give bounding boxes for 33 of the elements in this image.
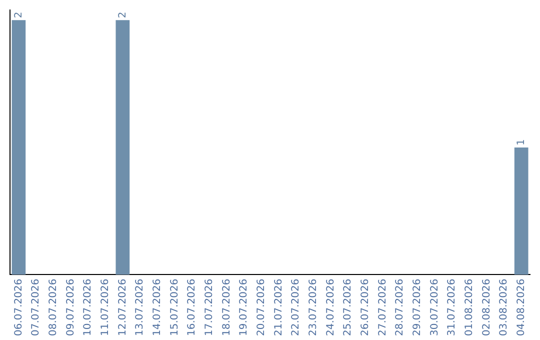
- x-tick-label: 26.07.2026: [360, 278, 371, 336]
- x-tick-label: 21.07.2026: [273, 278, 284, 336]
- x-tick-label: 01.08.2026: [464, 278, 475, 336]
- x-tick-label: 04.08.2026: [516, 278, 527, 336]
- x-tick-label: 17.07.2026: [204, 278, 215, 336]
- x-tick-label: 27.07.2026: [377, 278, 388, 336]
- x-tick-label: 12.07.2026: [117, 278, 128, 336]
- x-tick-label: 29.07.2026: [412, 278, 423, 336]
- x-tick-label: 28.07.2026: [394, 278, 406, 336]
- data-label: 2: [117, 12, 128, 18]
- x-tick-label: 31.07.2026: [446, 278, 458, 336]
- x-tick-label: 18.07.2026: [221, 278, 232, 336]
- x-tick-label: 07.07.2026: [30, 278, 42, 336]
- data-label: 2: [13, 12, 24, 18]
- x-tick-label: 15.07.2026: [169, 278, 180, 336]
- x-tick-label: 16.07.2026: [186, 278, 198, 336]
- x-tick-label: 08.07.2026: [48, 278, 59, 336]
- x-tick-label: 11.07.2026: [100, 278, 111, 336]
- x-tick-label: 02.08.2026: [481, 278, 492, 336]
- x-tick-label: 22.07.2026: [290, 278, 302, 336]
- data-label: 1: [516, 139, 527, 146]
- x-tick-label: 06.07.2026: [13, 278, 24, 336]
- x-tick-label: 09.07.2026: [65, 278, 76, 336]
- x-tick-label: 14.07.2026: [152, 278, 163, 336]
- x-tick-label: 24.07.2026: [325, 278, 336, 336]
- x-tick-label: 23.07.2026: [308, 278, 319, 336]
- x-tick-label: 20.07.2026: [256, 278, 267, 336]
- x-tick-label: 03.08.2026: [498, 278, 510, 336]
- x-tick-label: 10.07.2026: [82, 278, 94, 336]
- x-tick-label: 25.07.2026: [342, 278, 354, 336]
- x-tick-label: 30.07.2026: [429, 278, 440, 336]
- x-tick-label: 13.07.2026: [134, 278, 146, 336]
- x-tick-label: 19.07.2026: [238, 278, 250, 336]
